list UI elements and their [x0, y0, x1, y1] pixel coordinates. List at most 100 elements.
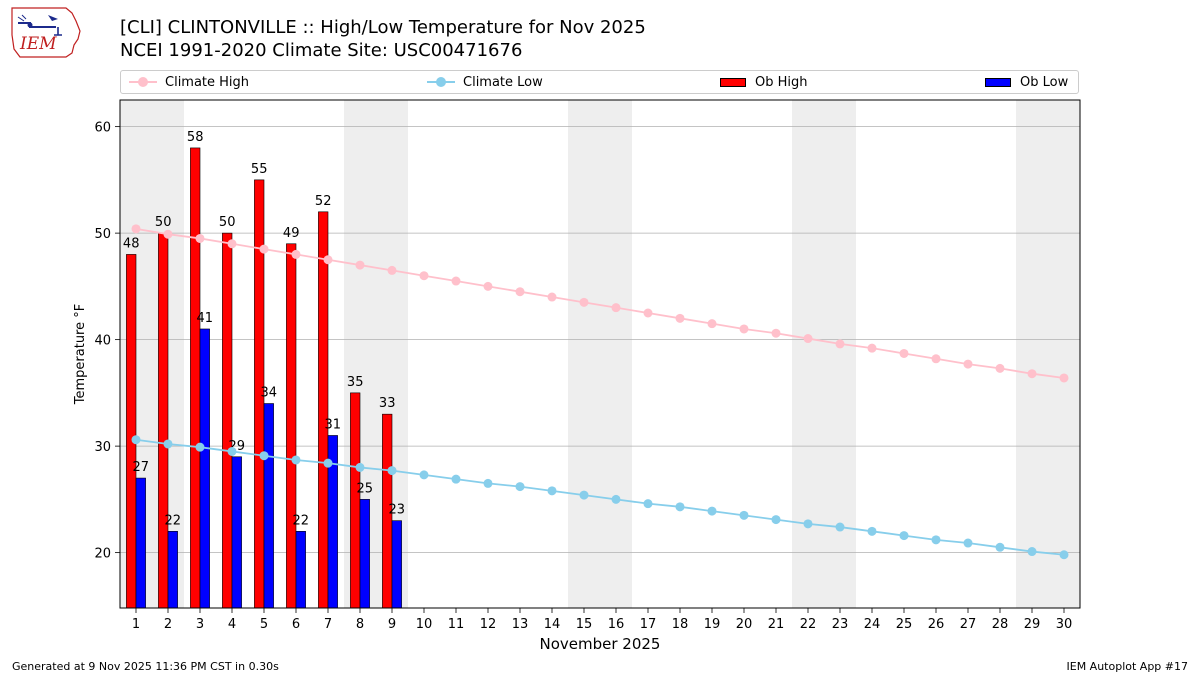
climate-low-point [1059, 550, 1069, 560]
climate-high-point [675, 313, 685, 323]
climate-high-line [135, 227, 1065, 379]
x-tick-label: 29 [1024, 617, 1041, 632]
ob-high-swatch [720, 77, 746, 87]
legend-item-ob-high: Ob High [720, 71, 808, 93]
climate-high-point [323, 255, 333, 265]
bar-ob-high [190, 147, 201, 609]
climate-low-point [451, 474, 461, 484]
data-label-ob-high: 35 [347, 375, 364, 390]
climate-high-point [643, 308, 653, 318]
climate-low-point [899, 531, 909, 541]
footer-generated: Generated at 9 Nov 2025 11:36 PM CST in … [12, 660, 279, 673]
bar-ob-low [295, 531, 306, 609]
climate-low-point [163, 439, 173, 449]
data-label-ob-high: 55 [251, 162, 268, 177]
bar-ob-high [126, 254, 137, 609]
climate-high-point [547, 292, 557, 302]
climate-high-point [1027, 369, 1037, 379]
data-label-ob-high: 48 [123, 236, 140, 251]
climate-high-point [803, 334, 813, 344]
climate-low-point [419, 470, 429, 480]
ob-low-swatch [985, 77, 1011, 87]
climate-low-line [135, 438, 1065, 556]
x-tick-label: 8 [356, 617, 364, 632]
climate-high-point [1059, 373, 1069, 383]
climate-high-point [483, 281, 493, 291]
climate-high-point [131, 224, 141, 234]
climate-low-point [707, 506, 717, 516]
logo-text: IEM [19, 34, 57, 54]
climate-low-point [387, 466, 397, 476]
legend-item-climate-high: Climate High [129, 71, 249, 93]
y-tick-label: 60 [94, 121, 111, 136]
chart-title: [CLI] CLINTONVILLE :: High/Low Temperatu… [120, 17, 646, 38]
climate-high-point [451, 276, 461, 286]
bar-ob-low [359, 499, 370, 609]
climate-low-point [1027, 547, 1037, 557]
climate-high-point [195, 233, 205, 243]
shaded-band [1016, 100, 1080, 608]
bar-ob-high [318, 211, 329, 609]
x-tick-label: 16 [608, 617, 625, 632]
x-tick-label: 22 [800, 617, 817, 632]
climate-high-point [291, 249, 301, 259]
x-tick-label: 14 [544, 617, 561, 632]
climate-low-point [131, 435, 141, 445]
x-tick-label: 17 [640, 617, 657, 632]
x-tick-label: 27 [960, 617, 977, 632]
iem-logo: IEM [8, 5, 82, 59]
x-tick-label: 5 [260, 617, 268, 632]
climate-low-point [579, 490, 589, 500]
climate-high-point [387, 265, 397, 275]
x-axis-label: November 2025 [540, 635, 661, 653]
climate-low-point [355, 462, 365, 472]
climate-low-point [291, 455, 301, 465]
data-label-ob-high: 52 [315, 194, 332, 209]
y-tick-label: 50 [94, 227, 111, 242]
data-label-ob-low: 25 [357, 481, 374, 496]
climate-high-point [227, 239, 237, 249]
bar-ob-high [222, 232, 233, 609]
climate-high-point [995, 363, 1005, 373]
y-axis-label: Temperature °F [73, 304, 88, 405]
climate-low-point [483, 478, 493, 488]
climate-high-point [707, 319, 717, 329]
x-tick-label: 9 [388, 617, 396, 632]
y-tick-label: 30 [94, 440, 111, 455]
bar-ob-low [263, 403, 274, 609]
data-label-ob-low: 41 [197, 311, 214, 326]
climate-high-point [355, 260, 365, 270]
data-label-ob-low: 31 [325, 417, 342, 432]
legend-label-climate-high: Climate High [165, 74, 250, 90]
climate-high-point [259, 244, 269, 254]
climate-high-point [771, 328, 781, 338]
data-label-ob-high: 58 [187, 130, 204, 145]
x-tick-label: 26 [928, 617, 945, 632]
data-label-ob-high: 49 [283, 226, 300, 241]
plot-frame [119, 99, 1081, 609]
x-tick-label: 20 [736, 617, 753, 632]
x-tick-label: 13 [512, 617, 529, 632]
climate-low-point [259, 451, 269, 461]
x-tick-label: 3 [196, 617, 204, 632]
climate-low-point [963, 538, 973, 548]
climate-high-point [963, 359, 973, 369]
climate-high-point [867, 343, 877, 353]
climate-low-point [515, 482, 525, 492]
x-tick-label: 28 [992, 617, 1009, 632]
bar-ob-high [158, 232, 169, 609]
y-tick-label: 40 [94, 334, 111, 349]
data-label-ob-low: 22 [165, 513, 182, 528]
climate-low-point [643, 499, 653, 509]
climate-low-point [611, 494, 621, 504]
climate-high-point [931, 354, 941, 364]
climate-high-swatch [129, 77, 157, 87]
climate-low-point [675, 502, 685, 512]
climate-high-point [163, 229, 173, 239]
climate-low-point [771, 515, 781, 525]
bar-ob-low [391, 520, 402, 609]
data-label-ob-high: 50 [219, 215, 236, 230]
x-tick-label: 15 [576, 617, 593, 632]
data-label-ob-low: 23 [389, 503, 406, 518]
